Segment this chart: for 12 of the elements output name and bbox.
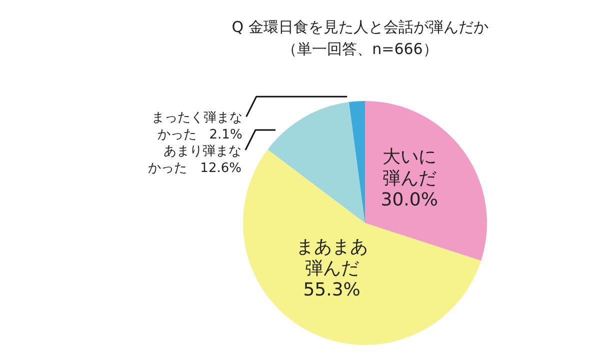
data-label: 30.0% bbox=[380, 190, 438, 211]
pie-slice bbox=[348, 101, 365, 223]
pie-slice bbox=[365, 101, 487, 261]
data-label: 55.3% bbox=[303, 279, 360, 300]
chart-title: Q 金環日食を見た人と会話が弾んだか bbox=[232, 18, 488, 36]
slice-label: あまり弾まなかった 12.6% bbox=[148, 144, 242, 176]
chart-subtitle: （単一回答、n=666） bbox=[282, 40, 438, 58]
pie-slice bbox=[243, 149, 482, 345]
pie-slice bbox=[268, 102, 365, 223]
slice-label: まったく弾まなかった 2.1% bbox=[151, 110, 242, 143]
slice-label: まあまあ弾んだ bbox=[296, 236, 368, 279]
slice-label: 大いに弾んだ bbox=[382, 146, 436, 189]
